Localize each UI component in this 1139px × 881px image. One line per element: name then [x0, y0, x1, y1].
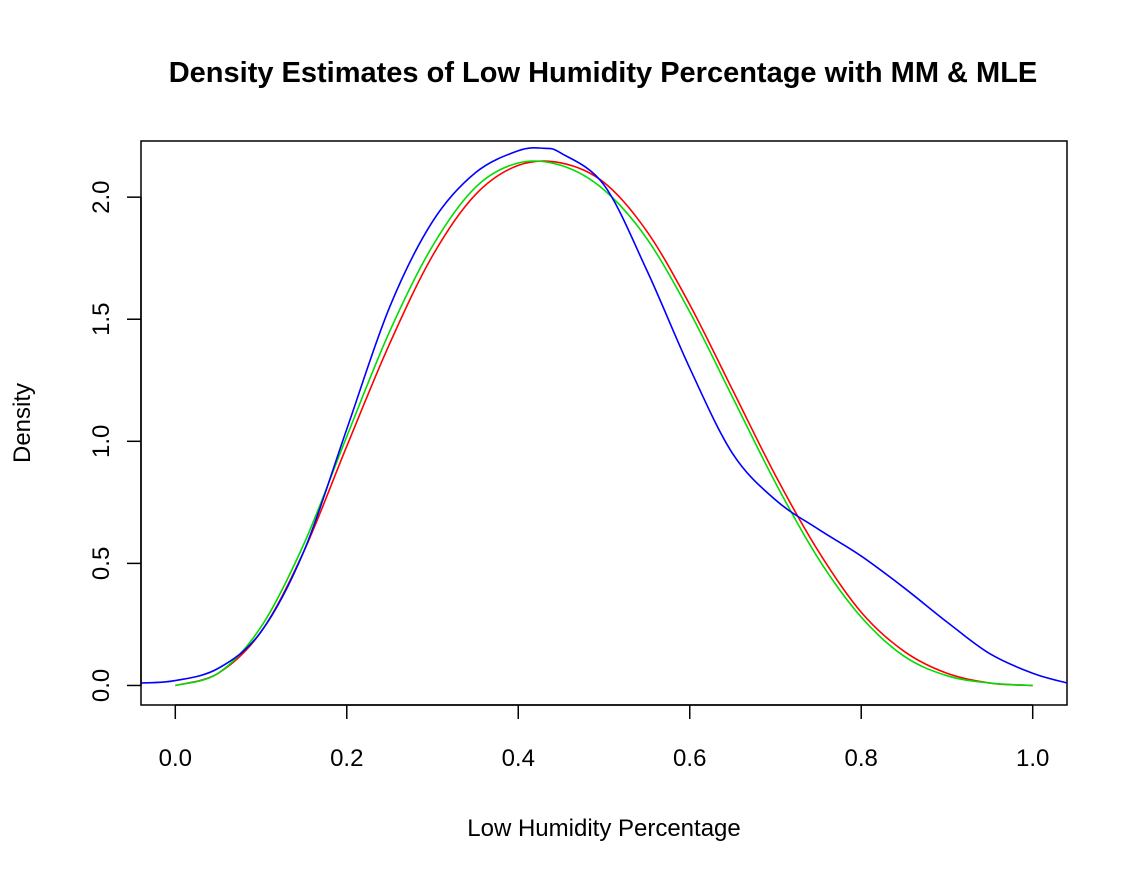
- chart-title: Density Estimates of Low Humidity Percen…: [169, 57, 1038, 89]
- x-tick-label: 1.0: [1016, 745, 1049, 772]
- x-tick-label: 0.0: [159, 745, 192, 772]
- y-tick-label: 0.5: [88, 547, 115, 580]
- y-tick-label: 2.0: [88, 180, 115, 213]
- x-axis: 0.0 0.2 0.4 0.6 0.8 1.0: [159, 704, 1049, 772]
- y-tick-label: 0.0: [88, 669, 115, 702]
- plot-frame: [140, 140, 1068, 706]
- x-axis-label: Low Humidity Percentage: [467, 815, 740, 842]
- x-tick-label: 0.2: [330, 745, 363, 772]
- x-tick-label: 0.8: [845, 745, 878, 772]
- x-tick-label: 0.6: [673, 745, 706, 772]
- density-curve: [140, 147, 1068, 684]
- y-axis: 0.0 0.5 1.0 1.5 2.0: [88, 180, 142, 702]
- density-curve: [175, 160, 1033, 687]
- density-curve: [175, 160, 1033, 687]
- series-layer: [140, 147, 1068, 687]
- y-axis-label: Density: [9, 383, 36, 463]
- x-tick-label: 0.4: [502, 745, 535, 772]
- y-tick-label: 1.5: [88, 303, 115, 336]
- y-tick-label: 1.0: [88, 425, 115, 458]
